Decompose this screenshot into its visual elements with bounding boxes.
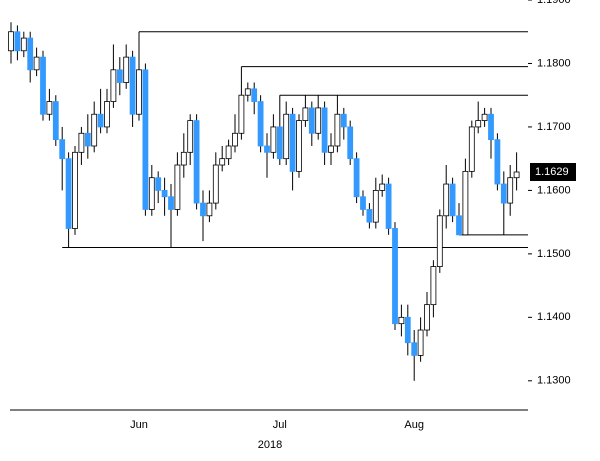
x-tick-label: Jul [273, 419, 287, 431]
candle-body [392, 228, 398, 325]
candle-body [174, 164, 181, 210]
candle-body [40, 56, 46, 115]
candle-body [225, 145, 232, 160]
candle-body [456, 215, 462, 236]
candle-body [436, 215, 443, 267]
candle-body [513, 171, 520, 179]
candle-body [46, 101, 53, 115]
candle-body [264, 145, 270, 153]
candle-body [59, 139, 66, 160]
candle-body [110, 69, 117, 102]
candle-body [398, 316, 405, 325]
candle-body [129, 56, 136, 115]
candle-body [148, 177, 155, 210]
candle-body [353, 158, 360, 198]
x-tick-label: Jun [130, 419, 148, 431]
candle-body [52, 101, 59, 141]
candle-body [296, 120, 302, 172]
candle-body [200, 202, 206, 217]
candle-body [481, 113, 488, 121]
x-tick-label: Aug [404, 419, 424, 431]
candle-body [97, 113, 104, 128]
candle-body [462, 170, 469, 236]
candle-body [366, 209, 373, 223]
candle-body [142, 69, 149, 210]
candle-body [232, 132, 238, 147]
candle-body [315, 107, 322, 134]
y-tick-label: 1.1800 [537, 57, 571, 69]
candle-body [212, 164, 219, 204]
candle-body [334, 113, 341, 147]
candle-body [161, 190, 168, 198]
candle-body [20, 37, 27, 52]
candle-body [283, 113, 290, 160]
candle-body [136, 69, 142, 115]
last-price-box [530, 162, 576, 181]
candle-body [328, 145, 334, 153]
candle-body [507, 177, 514, 204]
candle-body [276, 126, 283, 160]
candle-body [360, 196, 366, 210]
candle-body [417, 329, 424, 356]
candle-body [430, 266, 437, 306]
candle-body [347, 126, 354, 160]
candle-body [488, 113, 494, 141]
candle-body [104, 101, 110, 128]
candle-body [206, 202, 213, 217]
y-tick-label: 1.1700 [537, 121, 571, 133]
candle-body [500, 183, 507, 204]
candle-body [14, 31, 21, 52]
candle-body [72, 151, 78, 229]
candle-body [289, 113, 296, 172]
y-tick-label: 1.1400 [537, 311, 571, 323]
candle-body [219, 158, 226, 166]
y-tick-label: 1.1500 [537, 248, 571, 260]
candle-body [116, 69, 123, 83]
candle-body [27, 37, 34, 71]
candle-body [65, 158, 72, 229]
candle-body [308, 107, 315, 134]
candle-body [180, 151, 187, 166]
candle-body [257, 101, 264, 147]
candle-body [411, 342, 418, 356]
candle-body [84, 132, 91, 147]
candle-body [302, 107, 309, 121]
candle-body [321, 107, 328, 153]
candle-body [379, 183, 386, 191]
candle-body [168, 196, 174, 210]
candle-body [238, 94, 245, 134]
candle-body [385, 183, 392, 229]
candle-body [187, 120, 194, 153]
candle-body [155, 177, 162, 191]
candle-body [33, 56, 40, 71]
candle-body [193, 120, 200, 204]
y-tick-label: 1.1900 [537, 0, 571, 6]
candle-body [443, 183, 450, 217]
candle-body [424, 304, 430, 331]
x-sub-label: 2018 [258, 439, 282, 451]
y-tick-label: 1.1300 [537, 375, 571, 387]
candle-body [244, 88, 251, 96]
candle-body [270, 126, 277, 153]
candle-body [123, 56, 130, 83]
candle-body [494, 139, 501, 185]
candle-body [449, 183, 456, 217]
candle-body [468, 126, 475, 172]
y-tick-label: 1.1600 [537, 184, 571, 196]
candle-body [475, 120, 482, 128]
candle-body [340, 113, 347, 128]
candle-body [8, 31, 14, 52]
last-price-label: 1.1629 [535, 166, 569, 178]
candle-body [91, 113, 98, 147]
candle-body [404, 316, 411, 344]
candle-body [78, 132, 85, 153]
candle-body [251, 88, 258, 102]
candle-body [372, 190, 379, 223]
